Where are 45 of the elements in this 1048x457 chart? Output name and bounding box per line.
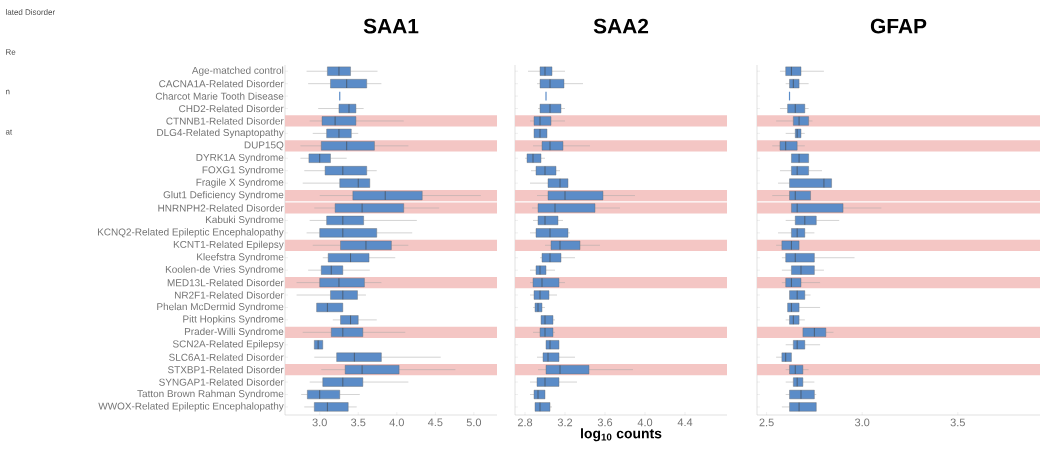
y-tick-label: NR2F1-Related Disorder — [174, 291, 284, 299]
x-tick-label: 3.6 — [597, 418, 613, 427]
y-tick-label: WWOX-Related Epileptic Encephalopathy — [98, 402, 284, 412]
x-tick-label: 3.5 — [351, 418, 366, 427]
y-tick-label: DYRK1A Syndrome — [196, 153, 284, 163]
y-tick-label: SCN2A-Related Epilepsy — [172, 340, 284, 350]
y-tick-label: MED13L-Related Disorder — [167, 278, 284, 287]
x-axis-title: log$_{10}$ counts — [581, 428, 662, 442]
x-tick-label: 3.0 — [854, 418, 870, 427]
x-tick-label: 5.0 — [466, 418, 482, 427]
y-tick-label: DLG4-Related Synaptopathy — [157, 128, 284, 139]
chart-title: SAA1 — [363, 18, 419, 34]
y-tick-label: Charcot Marie Tooth Disease — [155, 92, 284, 100]
y-tick-label: SLC6A1-Related Disorder — [169, 353, 284, 361]
x-tick-label: 4.0 — [389, 418, 404, 427]
y-tick-label: Prader-Willi Syndrome — [184, 327, 284, 337]
y-tick-label: CHD2-Related Disorder — [179, 104, 284, 113]
x-tick-label: 2.5 — [759, 418, 774, 427]
y-tick-label: KCNQ2-Related Epileptic Encephalopathy — [97, 228, 284, 238]
y-tick-label: KCNT1-Related Epilepsy — [173, 240, 284, 250]
y-tick-label: Kleefstra Syndrome — [197, 253, 284, 263]
y-tick-label: Age-matched control — [191, 66, 284, 76]
y-tick-label: Fragile X Syndrome — [196, 178, 284, 188]
y-tick-label: Kabuki Syndrome — [205, 215, 284, 226]
y-tick-label: STXBP1-Related Disorder — [167, 365, 284, 374]
y-tick-label: HNRNPH2-Related Disorder — [158, 204, 284, 212]
y-tick-label: CTNNB1-Related Disorder — [166, 117, 284, 125]
y-tick-label: Pitt Hopkins Syndrome — [183, 315, 284, 325]
x-tick-label: 3.2 — [557, 418, 573, 427]
x-tick-label: 4.4 — [677, 418, 693, 427]
x-tick-label: 3.0 — [312, 418, 327, 427]
y-tick-label: Tatton Brown Rahman Syndrome — [137, 389, 284, 400]
y-tick-label: CACNA1A-Related Disorder — [159, 80, 284, 88]
x-tick-label: 4.0 — [637, 418, 653, 427]
chart-title: GFAP — [870, 18, 927, 34]
y-tick-label: SYNGAP1-Related Disorder — [159, 378, 284, 386]
chart-title: SAA2 — [593, 18, 649, 34]
x-tick-label: 2.8 — [517, 418, 533, 427]
y-tick-label: Koolen-de Vries Syndrome — [165, 265, 284, 275]
y-tick-label: Phelan McDermid Syndrome — [157, 302, 284, 313]
y-tick-label: Glut1 Deficiency Syndrome — [163, 190, 284, 201]
x-tick-label: 3.5 — [950, 418, 965, 427]
y-tick-label: FOXG1 Syndrome — [202, 166, 284, 176]
x-tick-label: 4.5 — [427, 418, 443, 427]
y-tick-label: DUP15Q — [244, 141, 284, 151]
